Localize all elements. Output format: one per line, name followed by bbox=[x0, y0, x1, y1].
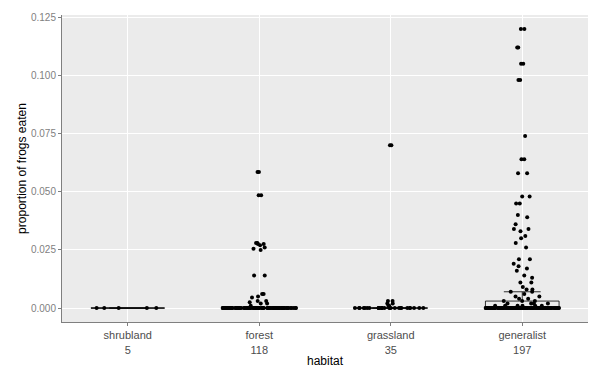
svg-text:0.000: 0.000 bbox=[31, 303, 56, 314]
svg-text:0.050: 0.050 bbox=[31, 186, 56, 197]
svg-text:proportion of frogs eaten: proportion of frogs eaten bbox=[15, 103, 29, 234]
svg-text:generalist197: generalist197 bbox=[498, 329, 546, 355]
svg-text:0.025: 0.025 bbox=[31, 244, 56, 255]
svg-text:grassland35: grassland35 bbox=[367, 329, 415, 355]
svg-text:0.075: 0.075 bbox=[31, 128, 56, 139]
svg-text:0.125: 0.125 bbox=[31, 12, 56, 23]
svg-text:habitat: habitat bbox=[307, 354, 344, 368]
svg-text:shrubland5: shrubland5 bbox=[104, 329, 152, 355]
svg-text:0.100: 0.100 bbox=[31, 70, 56, 81]
svg-text:forest118: forest118 bbox=[245, 329, 273, 355]
